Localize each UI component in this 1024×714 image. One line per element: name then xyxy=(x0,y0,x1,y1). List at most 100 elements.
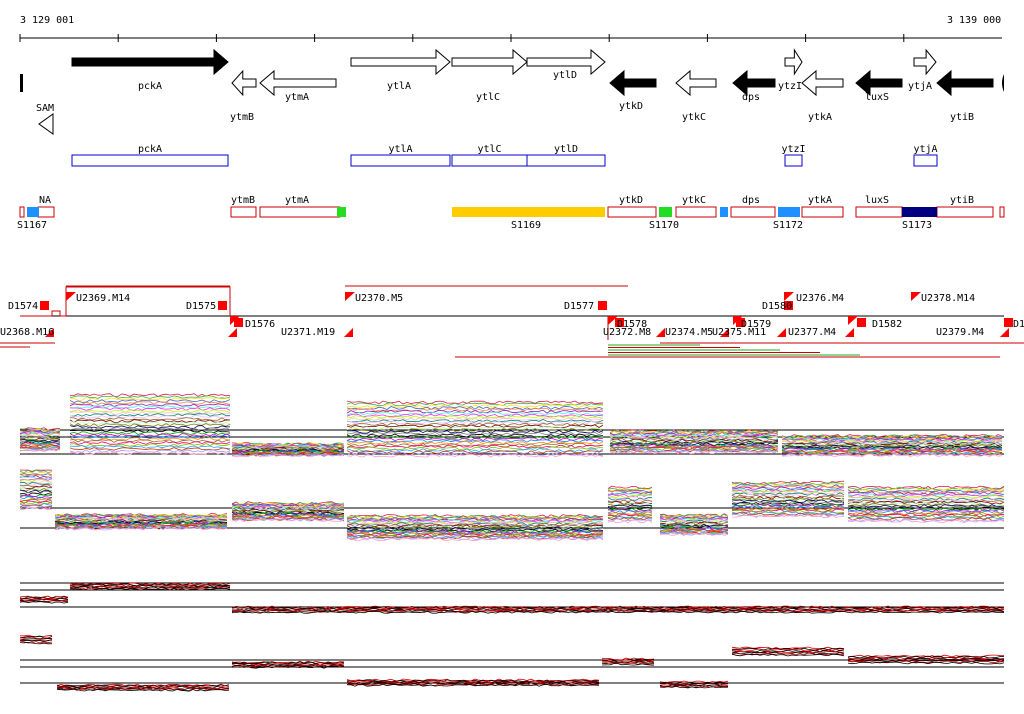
segment-fill xyxy=(902,207,937,217)
operon-box-ytlD xyxy=(526,154,606,167)
segment-outline xyxy=(37,206,55,218)
shift-label: U2368.M16 xyxy=(0,327,54,338)
upshift-flag xyxy=(911,292,921,301)
shift-label: D1579 xyxy=(741,319,771,330)
gene-label-ytiB: ytiB xyxy=(950,112,974,123)
operon-box-ytjA xyxy=(913,154,938,167)
operon-label-ytjA: ytjA xyxy=(913,144,937,155)
shift-label: U2377.M4 xyxy=(788,327,836,338)
segment-s-label: S1170 xyxy=(649,220,679,231)
gene-arrow-ytkC xyxy=(675,69,717,97)
expression-profile-lower xyxy=(19,507,1005,542)
expression-profile-upper xyxy=(19,443,1003,456)
shift-label: D1582 xyxy=(872,319,902,330)
gene-arrow-ytzI xyxy=(784,48,803,76)
segment-fill xyxy=(659,207,672,217)
shift-label: U2378.M14 xyxy=(921,293,975,304)
gene-label-ytlC: ytlC xyxy=(476,92,500,103)
segment-outline xyxy=(19,206,25,218)
gene-arrow-ytmB xyxy=(231,69,257,97)
upshift-triangle xyxy=(228,328,237,337)
segment-s-label: S1167 xyxy=(17,220,47,231)
operon-box-ytlA xyxy=(350,154,451,167)
segment-fill xyxy=(27,207,39,217)
downshift-marker xyxy=(615,318,624,327)
expression-profile-upper xyxy=(19,427,1003,453)
segment-fill xyxy=(778,207,800,217)
expression-profile-lower xyxy=(19,475,1005,522)
upshift-flag xyxy=(66,292,76,301)
transcript-upshift-track: D1574 U2369.M14 D1575 U2370.M5 D1577 D1580 U23… xyxy=(0,285,1024,358)
segment-gene-label: ytkA xyxy=(808,195,832,206)
gene-arrow-dps xyxy=(732,69,776,97)
upshift-triangle xyxy=(720,328,729,337)
segment-gene-label: NA xyxy=(39,195,51,206)
downshift-marker xyxy=(1004,318,1013,327)
start-coordinate: 3 129 001 xyxy=(20,15,74,26)
expression-profile-upper xyxy=(19,415,1003,451)
gene-arrow-luxS xyxy=(855,69,903,97)
segment-outline xyxy=(230,206,257,218)
downshift-marker xyxy=(234,318,243,327)
gene-label-ytzI: ytzI xyxy=(778,81,802,92)
shift-label: D1576 xyxy=(245,319,275,330)
shift-label: U2371.M19 xyxy=(281,327,335,338)
upshift-triangle xyxy=(45,328,54,337)
segment-fill xyxy=(452,207,605,217)
segment-s-label: S1173 xyxy=(902,220,932,231)
shift-label: U2376.M4 xyxy=(796,293,844,304)
expression-profile-upper xyxy=(19,403,1003,448)
operon-label-ytlC: ytlC xyxy=(477,144,501,155)
shift-label: U2372.M8 xyxy=(603,327,651,338)
summary-profile-lower xyxy=(19,641,1005,692)
downshift-marker xyxy=(784,301,793,310)
upshift-triangle xyxy=(656,328,665,337)
gene-label-ytkA: ytkA xyxy=(808,112,832,123)
operon-box-pckA xyxy=(71,154,229,167)
expression-profile-track xyxy=(19,393,1005,692)
summary-profile-upper xyxy=(19,582,1005,609)
upshift-flag xyxy=(784,292,794,301)
segment-outline xyxy=(999,206,1005,218)
segment-outline xyxy=(607,206,657,218)
segment-gene-label: luxS xyxy=(865,195,889,206)
segment-gene-label: ytkD xyxy=(619,195,643,206)
shift-label: U2379.M4 xyxy=(936,327,984,338)
gene-arrow-pckA xyxy=(71,48,229,76)
segment-gene-label: ytkC xyxy=(682,195,706,206)
segment-gene-label: ytiB xyxy=(950,195,974,206)
expression-profile-lower xyxy=(19,489,1005,531)
gene-label-ytkC: ytkC xyxy=(682,112,706,123)
segment-gene-label: dps xyxy=(742,195,760,206)
shift-label: U2370.M5 xyxy=(355,293,403,304)
upshift-triangle xyxy=(845,328,854,337)
operon-box-ytlC xyxy=(451,154,528,167)
coordinate-ruler: 3 129 001 3 139 000 xyxy=(19,15,1002,42)
gene-arrow-ytlA xyxy=(350,48,451,76)
sam-label: SAM xyxy=(36,103,54,114)
gene-arrow-ytlC xyxy=(451,48,528,76)
summary-profile-upper xyxy=(19,587,1005,614)
upshift-triangle xyxy=(344,328,353,337)
end-coordinate: 3 139 000 xyxy=(947,15,1001,26)
gene-label-luxS: luxS xyxy=(865,92,889,103)
upshift-span xyxy=(20,286,231,317)
downshift-marker xyxy=(857,318,866,327)
gene-label-pckA: pckA xyxy=(138,81,162,92)
segment-fill xyxy=(337,207,346,217)
shift-label: D1577 xyxy=(564,301,594,312)
segment-gene-label: ytmA xyxy=(285,195,309,206)
downshift-marker xyxy=(598,301,607,310)
segment-track: NA ytmB ytmA ytkD ytkC dps ytkA luxS ytiB S1167 S1… xyxy=(17,195,1005,231)
segment-outline xyxy=(259,206,341,218)
sam-triangle xyxy=(38,113,54,135)
segment-outline xyxy=(730,206,776,218)
gene-arrow-ytiB xyxy=(936,69,994,97)
upshift-triangle xyxy=(1000,328,1009,337)
shift-label: D1575 xyxy=(186,301,216,312)
expression-profile-lower xyxy=(19,469,1005,518)
gene-label-ytlA: ytlA xyxy=(387,81,411,92)
downshift-marker xyxy=(736,318,745,327)
partial-gene-right xyxy=(1002,74,1004,92)
